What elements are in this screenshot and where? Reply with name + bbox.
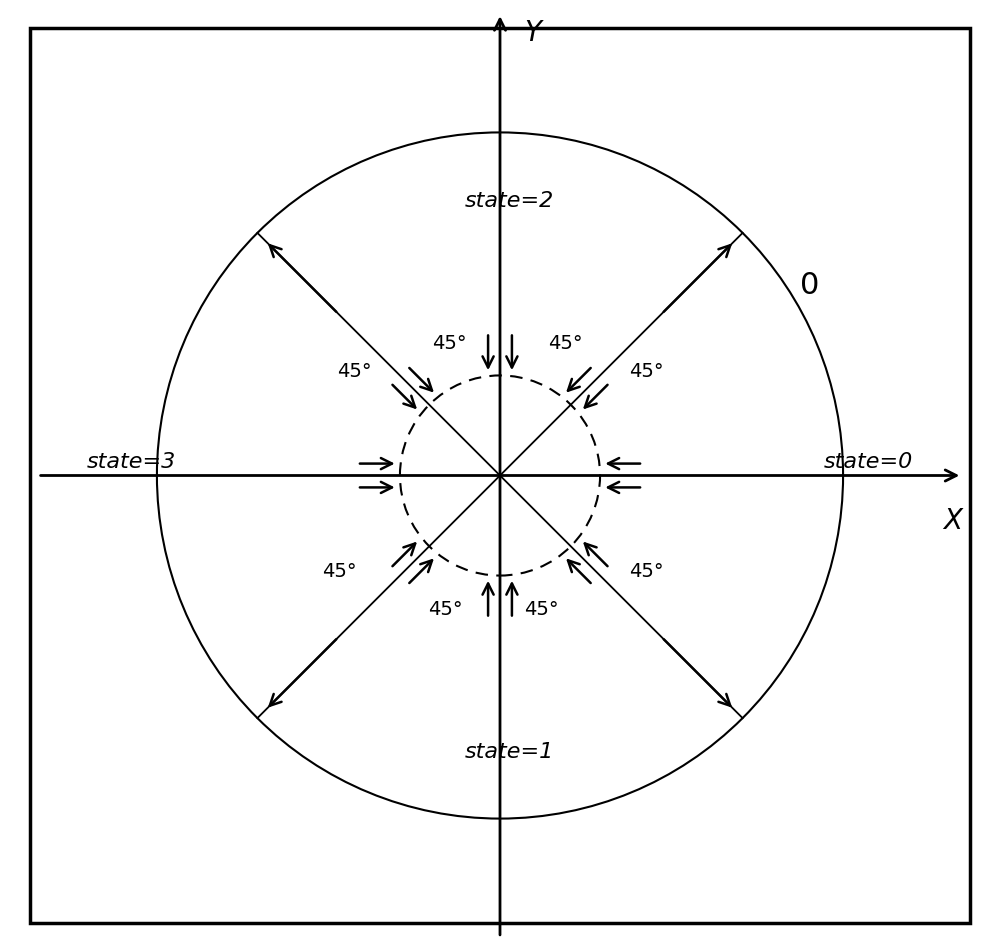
Text: state=1: state=1 bbox=[465, 742, 554, 762]
Text: 45°: 45° bbox=[524, 600, 558, 619]
Text: state=3: state=3 bbox=[87, 452, 176, 471]
Text: state=0: state=0 bbox=[824, 452, 913, 471]
Text: 45°: 45° bbox=[548, 333, 582, 352]
Text: 45°: 45° bbox=[629, 362, 663, 381]
Text: 45°: 45° bbox=[337, 362, 371, 381]
Text: X: X bbox=[943, 507, 962, 535]
Text: 45°: 45° bbox=[629, 562, 663, 581]
Text: state=2: state=2 bbox=[465, 190, 554, 210]
Text: 45°: 45° bbox=[432, 333, 467, 352]
Text: 45°: 45° bbox=[429, 600, 463, 619]
Text: 0: 0 bbox=[800, 271, 819, 300]
Text: Y: Y bbox=[524, 19, 541, 47]
Text: 45°: 45° bbox=[322, 562, 357, 581]
